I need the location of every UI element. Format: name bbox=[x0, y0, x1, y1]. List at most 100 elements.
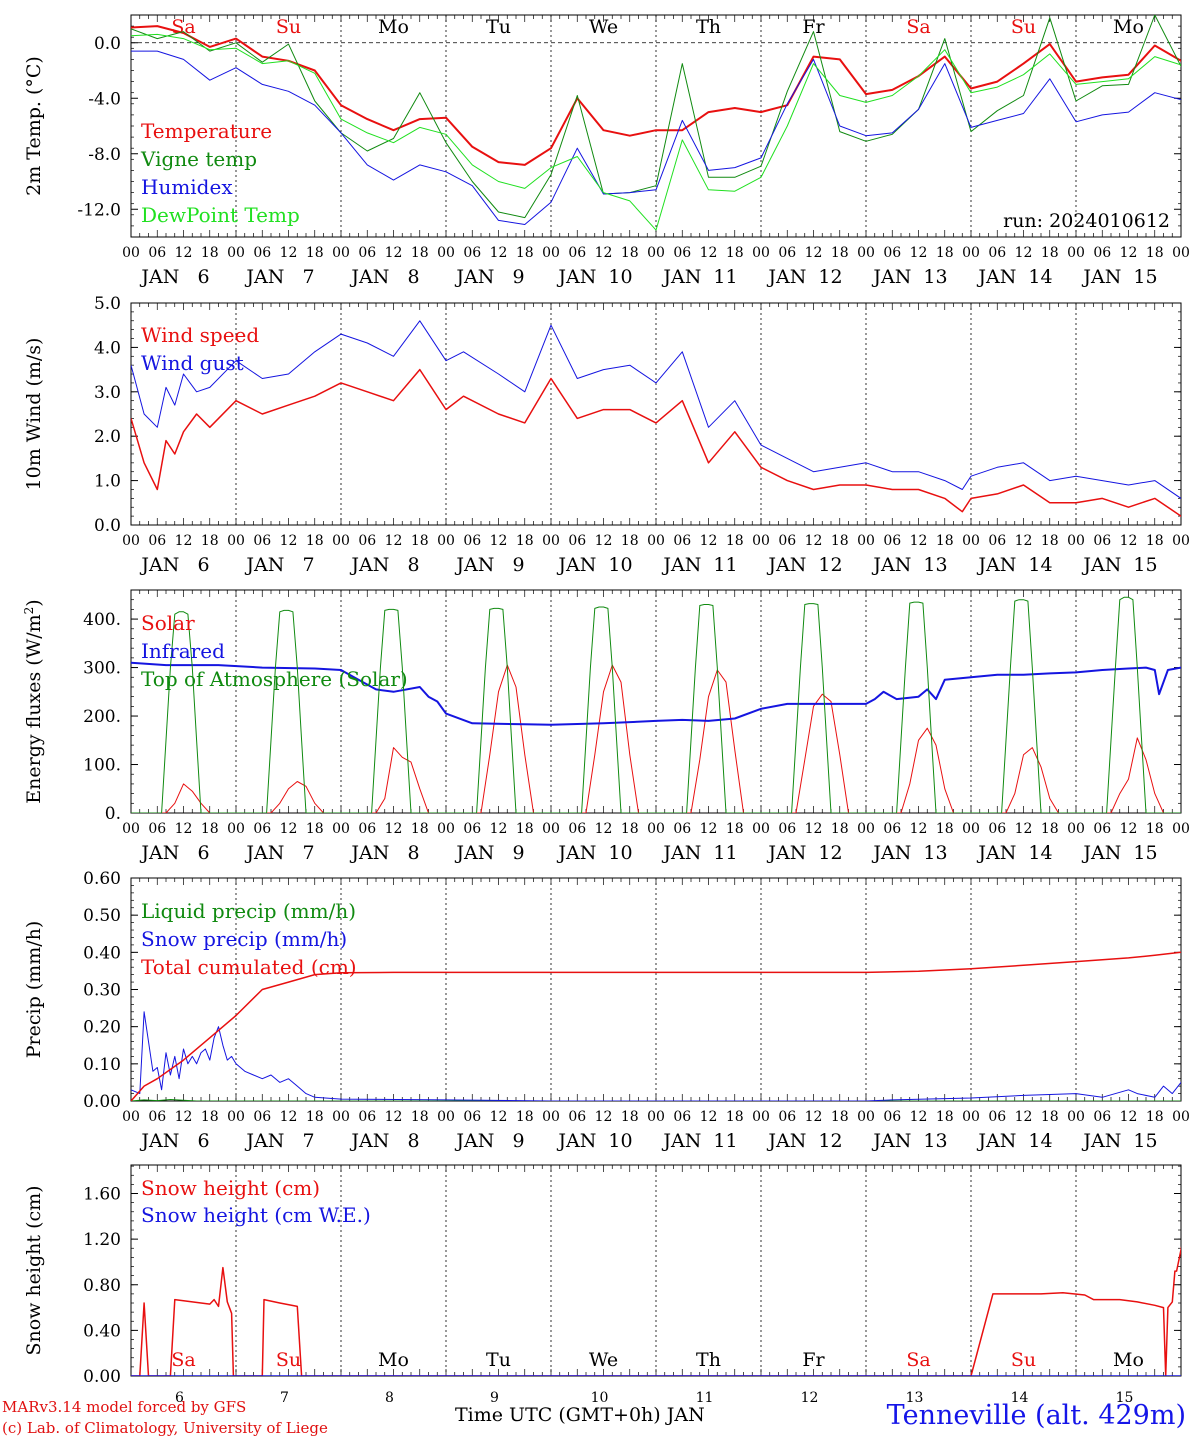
y-tick-label: 0.20 bbox=[83, 1018, 121, 1038]
day-label: JAN 9 bbox=[454, 1130, 524, 1152]
hour-tick-label: 18 bbox=[621, 821, 639, 837]
day-label: JAN 9 bbox=[454, 554, 524, 576]
hour-tick-label: 00 bbox=[227, 1109, 245, 1125]
model-credit: MARv3.14 model forced by GFS bbox=[2, 1398, 247, 1416]
y-tick-label: 0.80 bbox=[83, 1276, 121, 1296]
hour-tick-label: 00 bbox=[1172, 533, 1190, 549]
hour-tick-label: 00 bbox=[752, 821, 770, 837]
y-tick-label: 0.60 bbox=[83, 869, 121, 889]
hour-tick-label: 06 bbox=[778, 821, 796, 837]
hour-tick-label: 06 bbox=[988, 821, 1006, 837]
hour-tick-label: 18 bbox=[411, 821, 429, 837]
hour-tick-label: 00 bbox=[1172, 1109, 1190, 1125]
hour-tick-label: 12 bbox=[1015, 1109, 1033, 1125]
hour-tick-label: 00 bbox=[752, 533, 770, 549]
hour-tick-label: 06 bbox=[463, 245, 481, 261]
weekday-label: Su bbox=[1011, 16, 1036, 38]
hour-tick-label: 06 bbox=[1093, 821, 1111, 837]
y-tick-label: 0.00 bbox=[83, 1092, 121, 1112]
hour-tick-label: 00 bbox=[962, 821, 980, 837]
day-label: JAN 7 bbox=[244, 554, 314, 576]
day-label: JAN 15 bbox=[1081, 1130, 1157, 1152]
hour-tick-label: 06 bbox=[253, 1109, 271, 1125]
hour-tick-label: 00 bbox=[332, 245, 350, 261]
hour-tick-label: 18 bbox=[936, 821, 954, 837]
hour-tick-label: 12 bbox=[175, 1109, 193, 1125]
y-tick-label: 0.0 bbox=[94, 34, 121, 54]
legend-entry: Infrared bbox=[141, 639, 225, 663]
hour-tick-label: 00 bbox=[332, 821, 350, 837]
hour-tick-label: 18 bbox=[411, 245, 429, 261]
hour-tick-label: 06 bbox=[568, 1109, 586, 1125]
hour-tick-label: 00 bbox=[542, 533, 560, 549]
hour-tick-label: 18 bbox=[411, 533, 429, 549]
hour-tick-label: 00 bbox=[647, 533, 665, 549]
weekday-label: We bbox=[589, 1349, 618, 1371]
lab-credit: (c) Lab. of Climatology, University of L… bbox=[2, 1419, 328, 1437]
weekday-label: Th bbox=[696, 1349, 721, 1371]
hour-tick-label: 06 bbox=[778, 245, 796, 261]
hour-tick-label: 18 bbox=[1041, 821, 1059, 837]
hour-tick-label: 18 bbox=[936, 533, 954, 549]
legend-entry: Wind speed bbox=[141, 323, 259, 347]
hour-tick-label: 18 bbox=[201, 821, 219, 837]
day-label: JAN 14 bbox=[976, 842, 1052, 864]
weekday-label: Sa bbox=[171, 1349, 195, 1371]
hour-tick-label: 18 bbox=[1146, 245, 1164, 261]
day-label: JAN 8 bbox=[349, 554, 419, 576]
weekday-label: Mo bbox=[1113, 16, 1144, 38]
weekday-label: Sa bbox=[906, 16, 930, 38]
y-tick-label: 300. bbox=[83, 659, 121, 679]
hour-tick-label: 12 bbox=[1015, 821, 1033, 837]
hour-tick-label: 06 bbox=[358, 1109, 376, 1125]
hour-tick-label: 18 bbox=[726, 245, 744, 261]
weekday-label: We bbox=[589, 16, 618, 38]
chart-panel: 0.00 0.40 0.80 1.20 1.60 Snow height (cm) Sa Su… bbox=[23, 1164, 1182, 1406]
y-tick-label: 0.40 bbox=[83, 1321, 121, 1341]
day-label: JAN 11 bbox=[661, 554, 737, 576]
weekday-label: Su bbox=[1011, 1349, 1036, 1371]
legend-entry: Total cumulated (cm) bbox=[141, 955, 357, 979]
hour-tick-label: 12 bbox=[1015, 533, 1033, 549]
hour-tick-label: 06 bbox=[883, 821, 901, 837]
chart-panels: 0.0-4.0-8.0-12.02m Temp. (°C)00 06 12 18 00 0… bbox=[22, 14, 1190, 1406]
weekday-label: Mo bbox=[378, 16, 409, 38]
hour-tick-label: 00 bbox=[647, 245, 665, 261]
day-label: JAN 12 bbox=[766, 554, 842, 576]
y-tick-label: 2.0 bbox=[94, 427, 121, 447]
legend-entry: Snow height (cm W.E.) bbox=[141, 1203, 371, 1227]
hour-tick-label: 00 bbox=[962, 245, 980, 261]
hour-tick-label: 00 bbox=[962, 1109, 980, 1125]
chart-panel: 0.0 -4.0 -8.0 -12.0 2m Temp. (°C) 00 06 12 18 00 0… bbox=[23, 14, 1190, 288]
y-tick-label: 200. bbox=[83, 707, 121, 727]
hour-tick-label: 00 bbox=[437, 821, 455, 837]
hour-tick-label: 06 bbox=[253, 821, 271, 837]
y-tick-label: -8.0 bbox=[88, 145, 121, 165]
hour-tick-label: 12 bbox=[175, 821, 193, 837]
chart-panel: 0.0 1.0 2.0 3.0 4.0 5.0 10m Wind (m/s) 00 06 12 18… bbox=[23, 294, 1190, 576]
hour-tick-label: 12 bbox=[595, 245, 613, 261]
hour-tick-label: 18 bbox=[831, 821, 849, 837]
day-number-label: 6 bbox=[175, 1390, 184, 1406]
hour-tick-label: 18 bbox=[621, 245, 639, 261]
series-line bbox=[131, 33, 1181, 231]
day-label: JAN 8 bbox=[349, 266, 419, 288]
hour-tick-label: 18 bbox=[1041, 1109, 1059, 1125]
hour-tick-label: 06 bbox=[253, 245, 271, 261]
hour-tick-label: 06 bbox=[148, 821, 166, 837]
hour-tick-label: 06 bbox=[883, 245, 901, 261]
day-label: JAN 8 bbox=[349, 1130, 419, 1152]
hour-tick-label: 18 bbox=[1041, 533, 1059, 549]
series-line bbox=[131, 1099, 1181, 1101]
hour-tick-label: 12 bbox=[595, 821, 613, 837]
hour-tick-label: 00 bbox=[857, 245, 875, 261]
hour-tick-label: 18 bbox=[201, 1109, 219, 1125]
hour-tick-label: 00 bbox=[542, 1109, 560, 1125]
hour-tick-label: 00 bbox=[1172, 821, 1190, 837]
hour-tick-label: 12 bbox=[385, 1109, 403, 1125]
day-label: JAN 10 bbox=[556, 266, 632, 288]
hour-tick-label: 18 bbox=[201, 245, 219, 261]
hour-tick-label: 12 bbox=[490, 533, 508, 549]
day-number-label: 13 bbox=[906, 1390, 924, 1406]
day-label: JAN 11 bbox=[661, 266, 737, 288]
